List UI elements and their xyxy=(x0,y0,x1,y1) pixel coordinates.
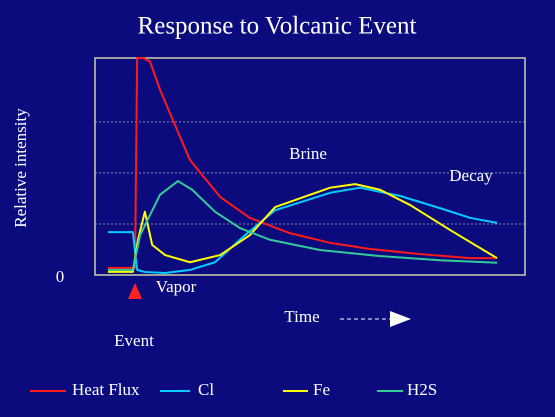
annotation: Vapor xyxy=(156,277,197,296)
chart-title: Response to Volcanic Event xyxy=(138,13,417,40)
series-line xyxy=(107,183,498,273)
event-marker xyxy=(128,283,142,299)
series-line xyxy=(107,180,498,271)
legend-label: Heat Flux xyxy=(72,380,140,399)
legend-label: Fe xyxy=(313,380,330,399)
legend-label: H2S xyxy=(407,380,437,399)
annotation: Event xyxy=(114,331,154,350)
x-axis-label: Time xyxy=(284,307,319,326)
plot-frame xyxy=(94,57,526,276)
series-line xyxy=(107,57,498,269)
series-line xyxy=(107,186,498,274)
annotation: Decay xyxy=(449,166,493,185)
y-axis-label: Relative intensity xyxy=(11,108,30,228)
y-tick-label: 0 xyxy=(56,267,65,286)
time-arrow xyxy=(340,311,411,327)
legend-label: Cl xyxy=(198,380,214,399)
annotation: Brine xyxy=(289,144,327,163)
